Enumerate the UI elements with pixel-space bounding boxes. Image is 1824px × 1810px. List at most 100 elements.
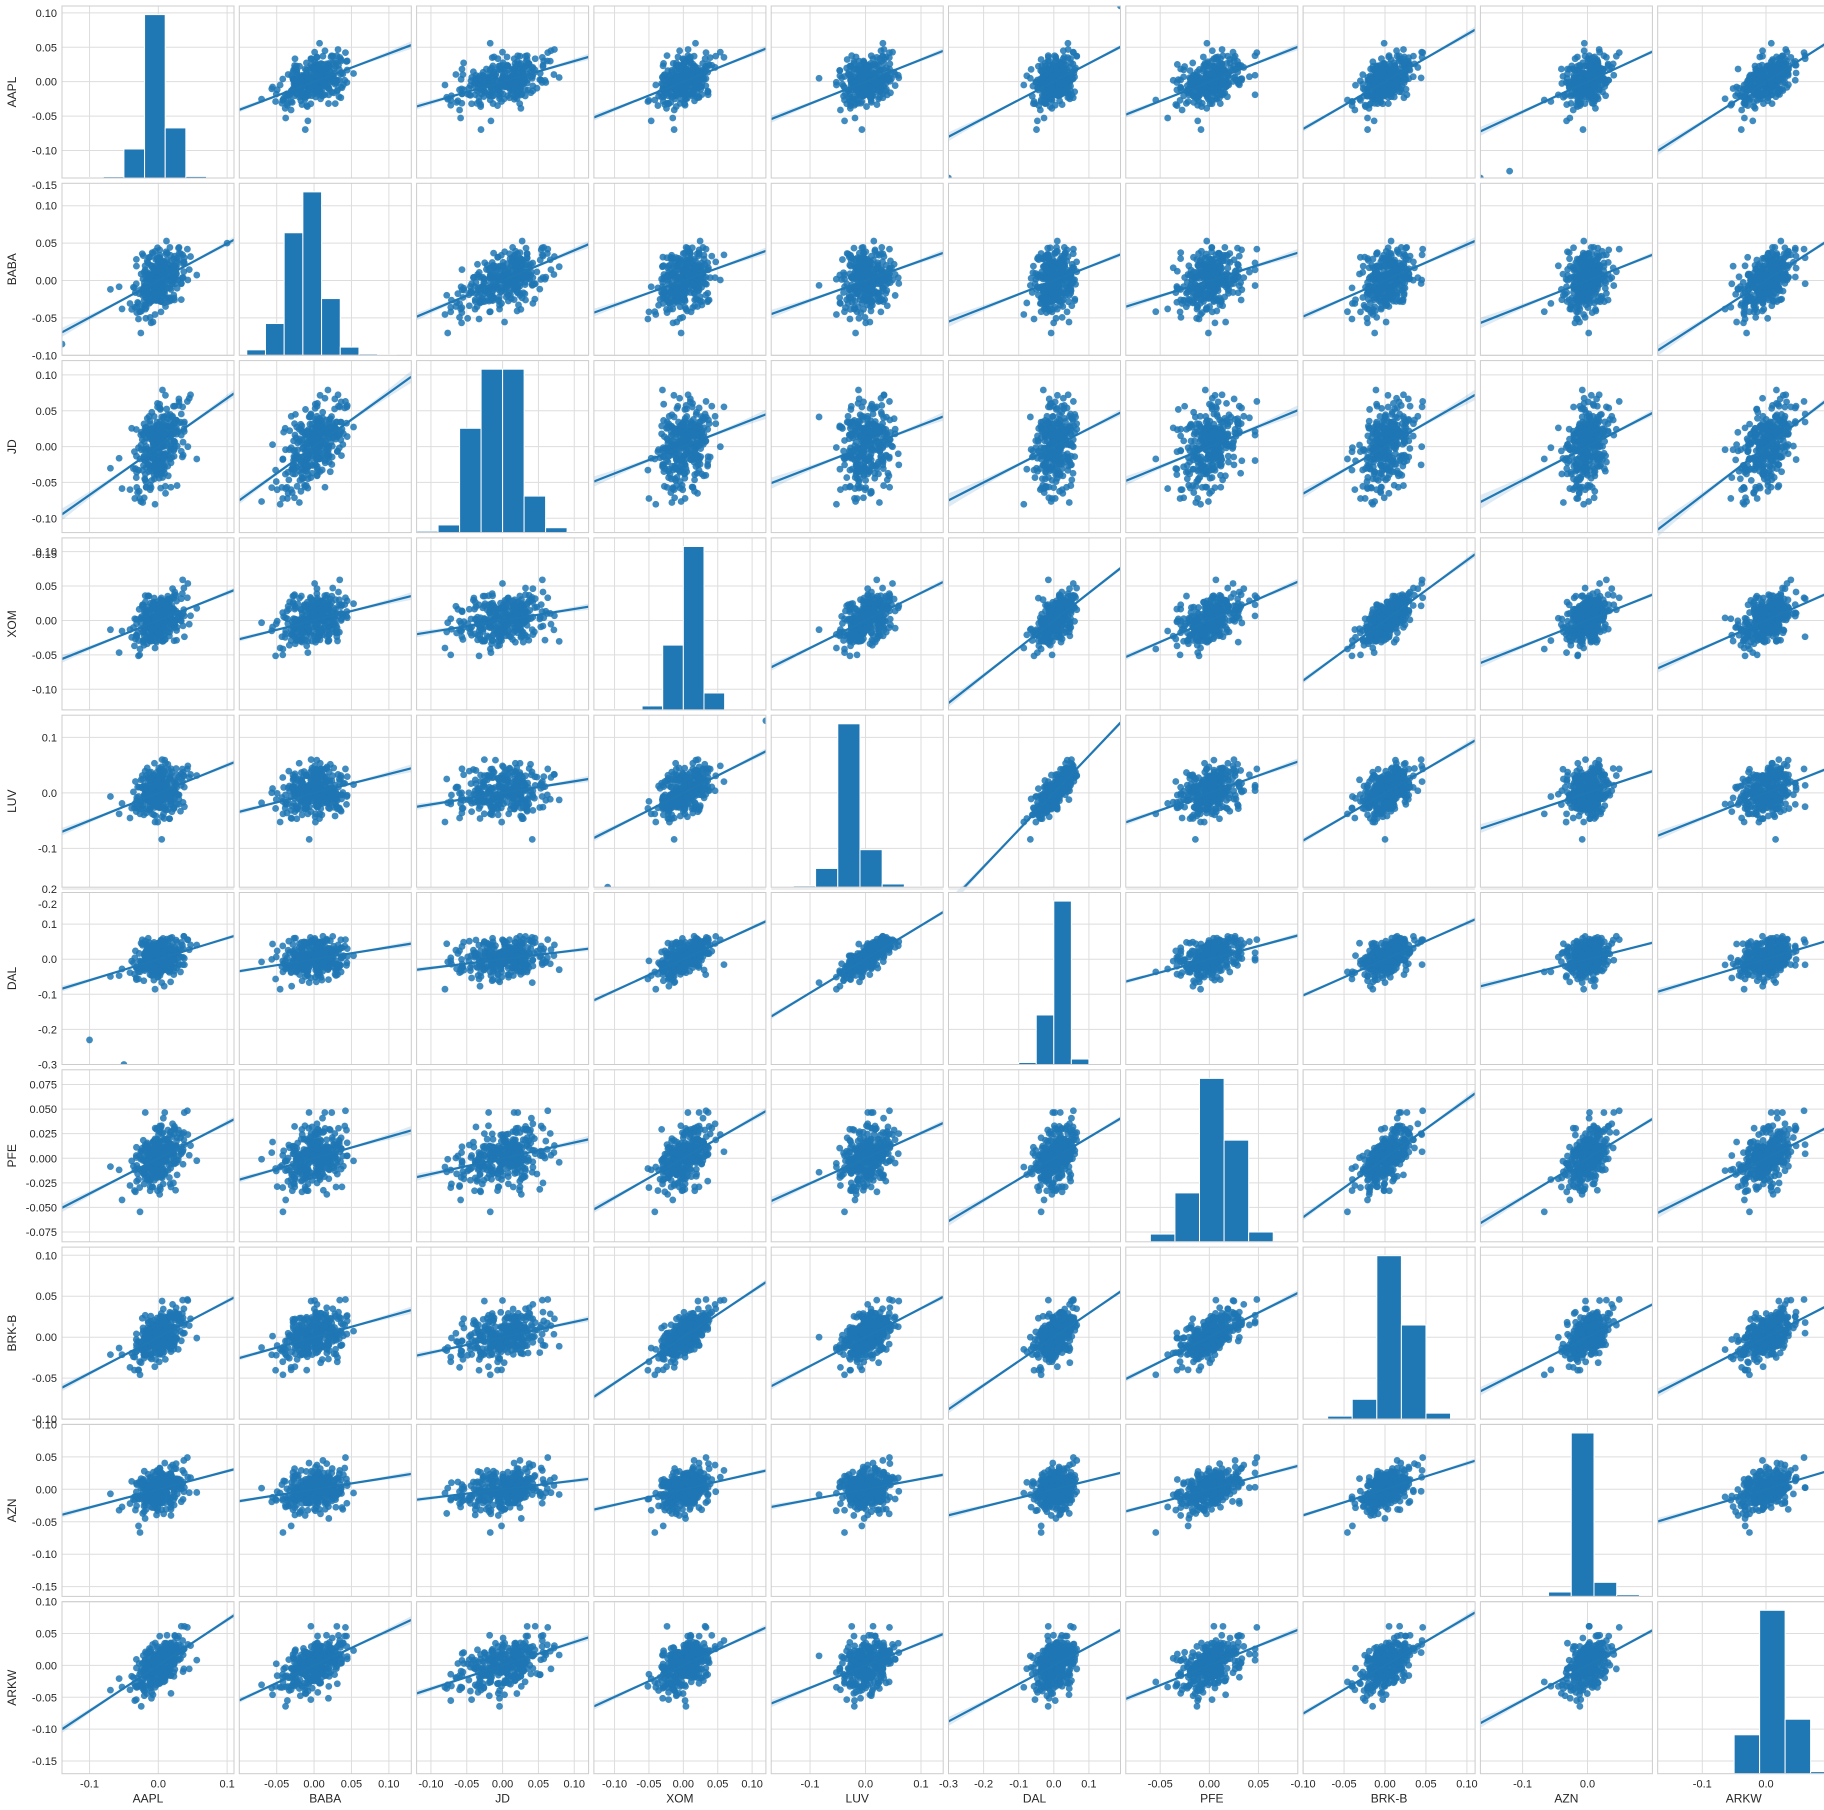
histogram-bar <box>246 349 266 356</box>
panel-frame <box>1657 5 1824 179</box>
scatter-point <box>1195 93 1202 100</box>
scatter-point <box>1209 66 1216 74</box>
scatter-point <box>679 250 687 257</box>
y-tick-label: -0.05 <box>32 313 57 325</box>
regression-line <box>1480 50 1653 133</box>
scatter-point <box>1778 85 1786 93</box>
scatter-point <box>489 262 497 270</box>
y-tick-label: 0.05 <box>36 42 57 54</box>
scatter-point <box>342 49 349 57</box>
scatter-point <box>871 246 879 254</box>
scatter-point <box>841 271 848 279</box>
scatter-point <box>467 283 474 290</box>
scatter-point <box>166 277 174 285</box>
scatter-point <box>837 106 844 114</box>
scatter-point <box>1610 71 1618 79</box>
scatter-point <box>313 71 321 79</box>
scatter-point <box>341 76 349 84</box>
scatter-point <box>1362 103 1369 110</box>
scatter-point <box>684 46 692 53</box>
scatter-point <box>1217 61 1225 69</box>
scatter-point <box>313 53 321 61</box>
scatter-point <box>1053 70 1060 78</box>
scatter-point <box>1198 103 1205 110</box>
scatter-point <box>880 46 888 53</box>
scatter-point <box>147 319 155 327</box>
panel-AAPL-vs-XOM <box>593 5 767 186</box>
scatter-point <box>460 59 468 67</box>
scatter-point <box>875 280 882 288</box>
panel-AAPL-vs-BABA <box>238 5 412 186</box>
scatter-point <box>1063 246 1071 254</box>
scatter-point <box>1211 319 1219 327</box>
scatter-point <box>1602 92 1610 100</box>
scatter-point <box>686 248 694 256</box>
scatter-point <box>468 100 476 108</box>
scatter-point <box>1039 79 1047 87</box>
scatter-point <box>1594 77 1602 85</box>
scatter-point <box>1222 318 1230 326</box>
scatter-point <box>1216 100 1224 107</box>
scatter-point <box>675 254 682 262</box>
scatter-point <box>1792 69 1800 77</box>
scatter-point <box>152 262 160 270</box>
scatter-point <box>1378 66 1386 74</box>
scatter-point <box>163 237 170 245</box>
scatter-point <box>1359 71 1367 79</box>
scatter-point <box>533 268 541 276</box>
panel-AAPL-vs-BRK-B <box>1302 5 1476 186</box>
scatter-point <box>1040 114 1048 122</box>
y-tick-label: -0.10 <box>32 350 57 362</box>
scatter-point <box>309 66 317 74</box>
scatter-point <box>501 248 509 256</box>
scatter-point <box>325 62 333 70</box>
scatter-point <box>452 71 460 78</box>
scatter-point <box>137 329 145 337</box>
scatter-point <box>276 81 284 89</box>
scatter-point <box>686 289 694 296</box>
scatter-point <box>1046 103 1054 110</box>
scatter-point <box>522 52 529 60</box>
scatter-point <box>857 285 865 293</box>
scatter-point <box>1401 76 1409 84</box>
scatter-point <box>1040 285 1047 293</box>
scatter-point <box>870 237 878 245</box>
panel-frame <box>948 5 1121 179</box>
scatter-points <box>1721 39 1809 133</box>
scatter-point <box>1062 77 1070 85</box>
scatter-point <box>867 98 875 106</box>
scatter-point <box>696 298 704 305</box>
scatter-point <box>138 250 146 258</box>
scatter-point <box>1574 103 1581 110</box>
scatter-point <box>522 244 530 252</box>
scatter-point <box>1559 93 1567 101</box>
scatter-point <box>1210 86 1218 94</box>
scatter-point <box>645 308 653 316</box>
scatter-point <box>1749 117 1757 125</box>
scatter-point <box>1384 100 1392 108</box>
scatter-point <box>706 54 714 62</box>
scatter-point <box>1419 49 1427 57</box>
scatter-point <box>511 93 519 101</box>
scatter-point <box>1588 62 1596 70</box>
scatter-point <box>517 306 525 313</box>
scatter-point <box>712 52 720 60</box>
y-tick-label: 0.10 <box>36 201 57 213</box>
y-axis-label: AAPL <box>5 76 19 107</box>
panel-frame <box>1125 5 1299 179</box>
panel-AAPL-vs-ARKW <box>1657 5 1824 186</box>
scatter-point <box>458 65 466 73</box>
scatter-point <box>1049 263 1057 271</box>
scatter-point <box>851 114 859 122</box>
scatter-point <box>1173 61 1181 68</box>
regression-line <box>416 243 589 318</box>
scatter-point <box>312 85 320 93</box>
y-axis-label: BABA <box>5 253 19 285</box>
scatter-point <box>529 274 537 282</box>
scatter-point <box>170 262 178 269</box>
scatter-point <box>1779 52 1786 60</box>
scatter-point <box>321 47 329 55</box>
scatter-point <box>857 93 865 100</box>
scatter-point <box>1058 314 1066 321</box>
scatter-point <box>475 315 483 323</box>
